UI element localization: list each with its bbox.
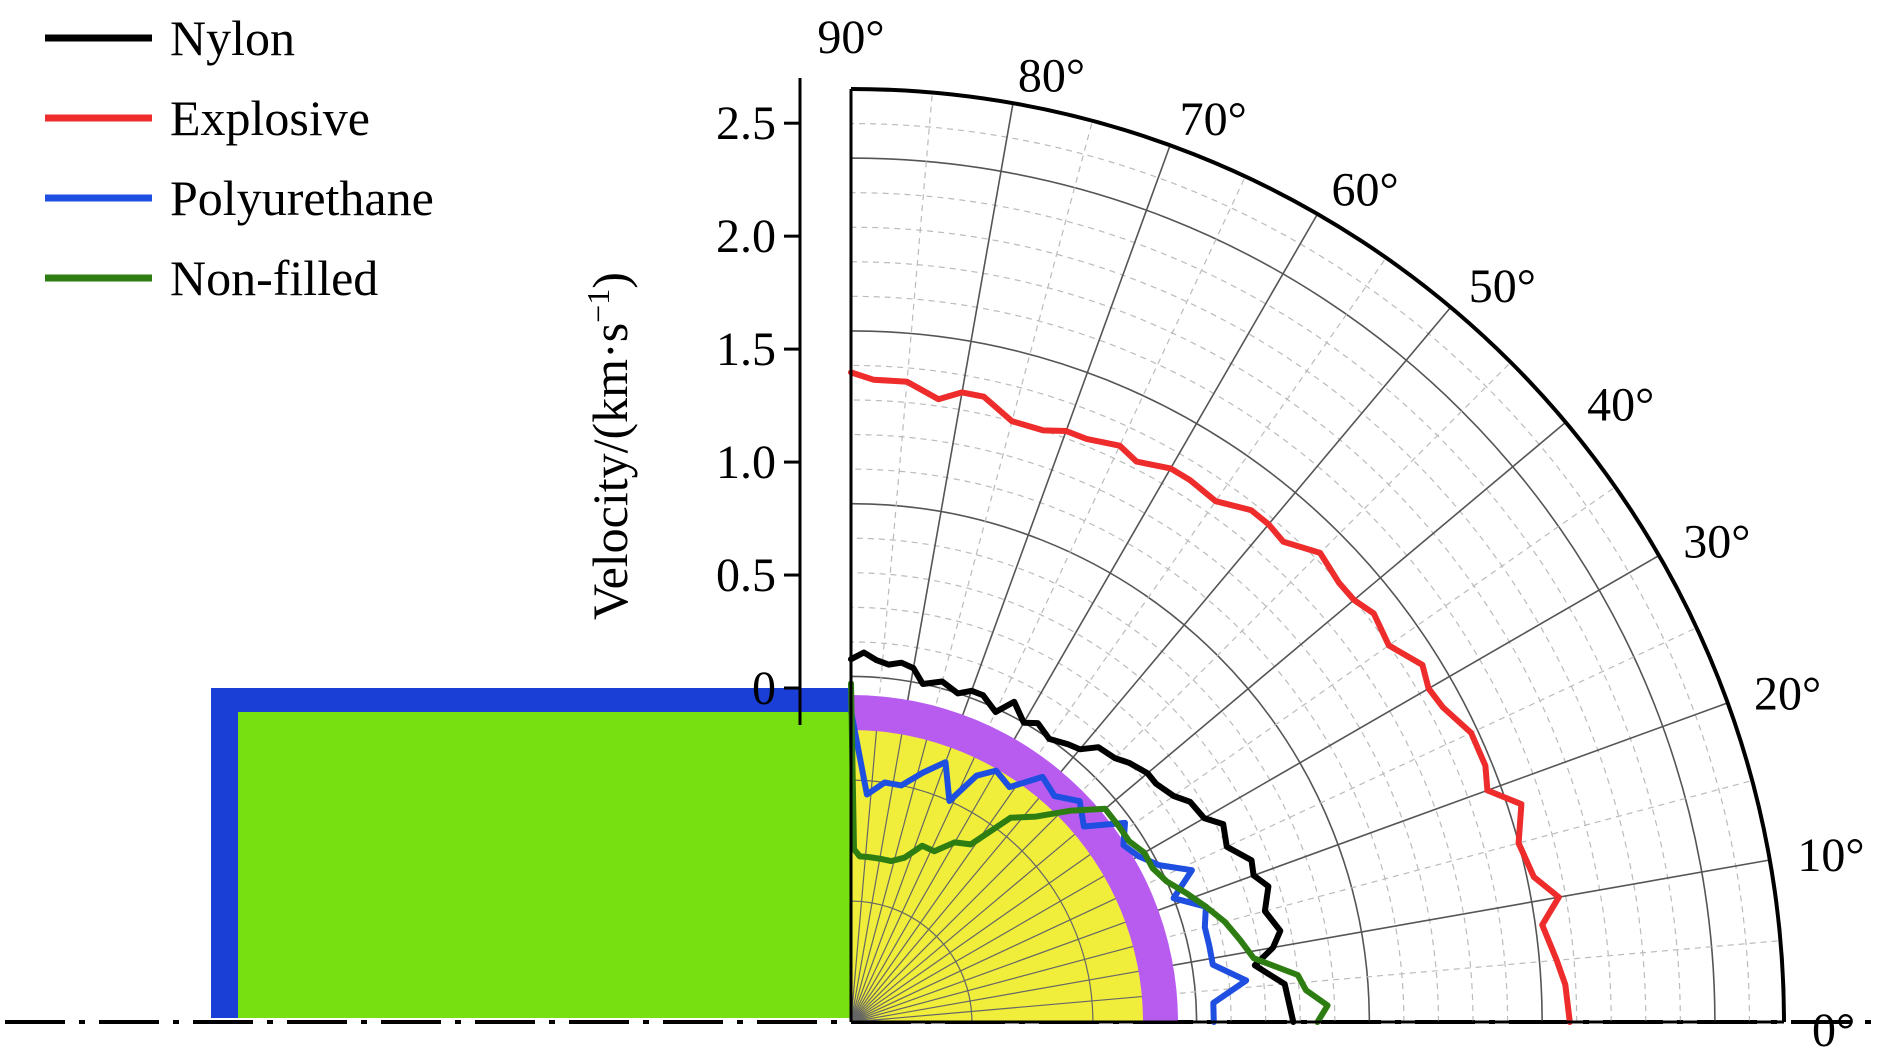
core-radial [850,875,1105,1023]
y-tick-label: 2.0 [716,210,776,263]
grid-arc [850,572,1301,1023]
core-radial [850,945,1134,1023]
y-ticks: 0 0.5 1.0 1.5 2.0 2.5 [716,97,800,715]
theta-tick-label: 90° [817,11,884,64]
y-axis-label-main: Velocity/(km·s [582,323,638,620]
grid-arc [850,364,1509,1023]
theta-tick-label: 50° [1469,260,1536,313]
theta-tick-label: 20° [1754,667,1821,720]
legend-label: Explosive [170,90,370,146]
y-tick-label: 1.5 [716,323,776,376]
charge-quadrant [850,695,1178,1023]
core-radial [850,921,1126,1023]
series-line-explosive [848,369,1573,1025]
core-radial [850,995,1142,1023]
core-radial [850,833,1076,1023]
theta-tick-label: 30° [1683,516,1750,569]
core-arc [850,900,973,1023]
grid-arc [850,433,1440,1023]
legend-label: Non-filled [170,250,378,306]
core-radial [850,854,1091,1023]
y-axis-label: Velocity/(km·s−1) [580,272,638,620]
series-line-non-filled [848,680,1331,1025]
core-radial [850,815,1058,1023]
grid-arc [850,537,1336,1023]
legend-label: Polyurethane [170,170,434,226]
theta-tick-label: 40° [1587,378,1654,431]
legend-label: Nylon [170,10,295,66]
theta-tick-labels: 0° 10° 20° 30° 40° 50° 60° 70° 80° 90° [817,11,1864,1057]
core-radial [850,970,1139,1023]
y-tick-label: 0.5 [716,549,776,602]
series-lines [848,369,1573,1025]
y-tick-label: 2.5 [716,97,776,150]
series-line-polyurethane [848,708,1250,1025]
grid-arc [850,122,1751,1023]
core-radial [850,797,1040,1023]
core-radial [850,768,998,1023]
theta-tick-label: 80° [1018,50,1085,103]
y-tick-label: 1.0 [716,436,776,489]
core-radial [850,782,1019,1023]
outer-arc [850,87,1786,1023]
core-radial [850,731,878,1023]
fill-region [238,712,851,1018]
grid-arc [850,606,1267,1023]
y-axis-label-close: ) [582,272,638,289]
theta-tick-label: 10° [1797,829,1864,882]
core-radial [850,747,952,1023]
series-line-nylon [848,649,1297,1025]
core-radial [850,739,928,1023]
theta-tick-label: 70° [1180,93,1247,146]
y-tick-label: 0 [752,662,776,715]
legend: Nylon Explosive Polyurethane Non-filled [45,10,434,306]
axes [798,78,1786,1024]
theta-tick-label: 60° [1332,164,1399,217]
grid-arc [850,226,1647,1023]
grid-arc [850,641,1232,1023]
core-radial [850,757,975,1023]
core-radial [850,898,1116,1023]
y-axis-label-superscript: −1 [580,289,616,323]
theta-tick-label: 0° [1812,1004,1855,1056]
